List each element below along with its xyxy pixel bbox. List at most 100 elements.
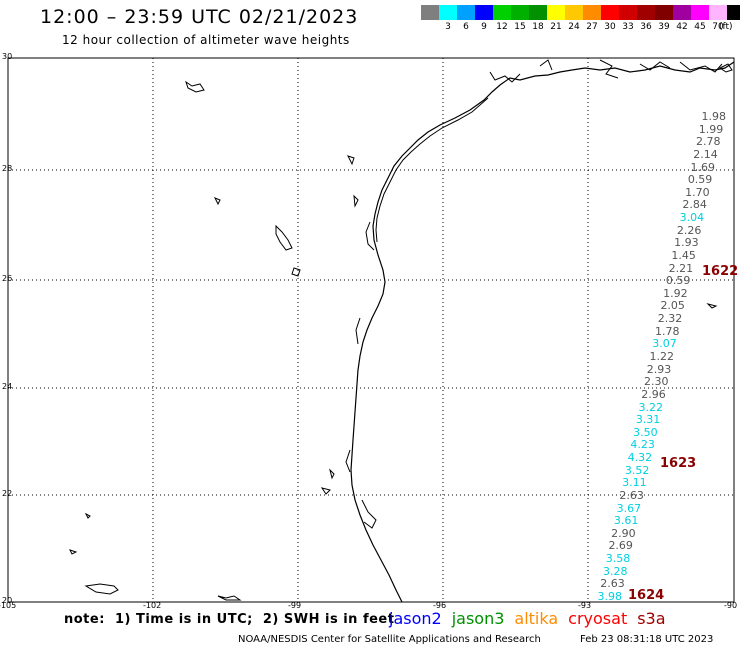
footer-timestamp: Feb 23 08:31:18 UTC 2023	[580, 634, 714, 645]
wave-height-value: 3.04	[679, 211, 705, 225]
longitude-label: -99	[288, 601, 302, 610]
wave-height-value: 2.30	[644, 375, 669, 389]
wave-height-value: 1.92	[663, 286, 688, 300]
wave-height-value: 1.69	[690, 160, 716, 174]
scale-label: 27	[586, 22, 598, 32]
wave-height-value: 2.63	[619, 488, 644, 502]
pass-label-1622: 1622	[702, 264, 739, 279]
scale-swatch	[457, 5, 475, 20]
wave-height-value: 2.78	[696, 135, 721, 149]
scale-label: 39	[658, 22, 670, 32]
wave-height-value: 2.05	[660, 299, 685, 313]
longitude-label: -102	[143, 601, 162, 610]
wave-height-value: 3.22	[638, 400, 664, 414]
satellite-legend-jason2: jason2	[389, 609, 442, 628]
scale-label: 45	[694, 22, 706, 32]
wave-height-value: 2.32	[657, 312, 683, 326]
longitude-label: -93	[578, 601, 592, 610]
latitude-label: 24	[2, 382, 13, 391]
color-scale-unit: (ft)	[719, 22, 733, 32]
inland-features	[69, 63, 733, 601]
pass-label-1623: 1623	[660, 456, 697, 471]
scale-swatch	[547, 5, 565, 20]
wave-height-value: 0.59	[665, 274, 691, 288]
scale-label: 12	[496, 22, 508, 32]
latitude-label: 26	[2, 274, 13, 283]
wave-height-value: 2.21	[668, 261, 694, 275]
scale-swatch	[619, 5, 637, 20]
wave-height-value: 3.52	[624, 463, 650, 477]
wave-height-value: 2.14	[693, 147, 718, 161]
coastline	[350, 61, 735, 603]
scale-swatch	[565, 5, 583, 20]
map-subtitle: 12 hour collection of altimeter wave hei…	[62, 33, 350, 47]
scale-swatch	[673, 5, 691, 20]
wave-height-value: 3.98	[597, 590, 623, 603]
latitude-label: 28	[2, 164, 13, 173]
wave-height-value: 1.98	[701, 110, 727, 123]
scale-swatch	[511, 5, 529, 20]
satellite-legend: jason2 jason3 altika cryosat s3a	[389, 609, 676, 628]
longitude-label: -96	[433, 601, 447, 610]
bay-detail	[489, 59, 723, 83]
wave-height-value: 2.84	[682, 198, 707, 212]
wave-height-value: 3.58	[605, 552, 631, 566]
color-scale	[421, 5, 740, 20]
scale-label: 24	[568, 22, 580, 32]
wave-height-value: 1.45	[671, 248, 696, 262]
scale-swatch	[439, 5, 457, 20]
scale-swatch	[529, 5, 547, 20]
scale-label: 15	[514, 22, 526, 32]
scale-label: 18	[532, 22, 544, 32]
wave-height-value: 0.59	[687, 173, 713, 187]
longitude-label: -105	[0, 601, 17, 610]
satellite-legend-cryosat: cryosat	[568, 609, 628, 628]
wave-height-value: 2.69	[608, 539, 633, 553]
scale-label: 30	[604, 22, 616, 32]
wave-height-value: 4.23	[630, 438, 655, 452]
scale-label: 9	[481, 22, 487, 32]
wave-height-value: 4.32	[627, 451, 653, 465]
scale-swatch	[475, 5, 493, 20]
wave-height-value: 1.99	[698, 122, 724, 136]
wave-height-value: 3.67	[616, 501, 642, 515]
scale-label: 42	[676, 22, 688, 32]
satellite-legend-s3a: s3a	[637, 609, 666, 628]
wave-height-value: 3.28	[602, 564, 628, 578]
scale-swatch	[709, 5, 727, 20]
latitude-label: 20	[2, 596, 13, 605]
satellite-legend-jason3: jason3	[451, 609, 505, 628]
wave-height-value: 3.31	[635, 413, 661, 427]
wave-height-value: 1.22	[649, 350, 675, 363]
color-scale-labels: 3 6 9 12 15 18 21 24 27 30 33 36 39 42 45 70	[421, 22, 740, 32]
wave-height-value: 2.26	[676, 223, 702, 237]
scale-swatch	[421, 5, 439, 20]
wave-height-value: 2.93	[646, 362, 672, 376]
satellite-legend-altika: altika	[514, 609, 559, 628]
wave-height-value: 3.07	[652, 337, 677, 351]
wave-height-value: 1.78	[654, 324, 680, 338]
latitude-label: 22	[2, 489, 13, 498]
barrier-island	[375, 97, 489, 243]
scale-swatch	[493, 5, 511, 20]
bay-outline	[345, 221, 377, 529]
longitude-label: -90	[724, 601, 738, 610]
scale-label: 3	[445, 22, 451, 32]
map-frame	[7, 57, 735, 603]
scale-label: 6	[463, 22, 469, 32]
latitude-label: 30	[2, 52, 13, 61]
map-title: 12:00 – 23:59 UTC 02/21/2023	[40, 6, 359, 28]
scale-label: 21	[550, 22, 562, 32]
pass-label-1624: 1624	[628, 588, 665, 603]
wave-height-value: 2.90	[611, 526, 636, 540]
scale-label: 33	[622, 22, 634, 32]
footer-note: note: 1) Time is in UTC; 2) SWH is in fe…	[64, 612, 395, 627]
scale-label: 36	[640, 22, 652, 32]
wave-height-value: 3.61	[613, 514, 639, 528]
wave-height-value: 3.11	[622, 476, 647, 490]
scale-swatch	[691, 5, 709, 20]
wave-height-value: 2.96	[641, 387, 666, 401]
grid-lines	[8, 58, 734, 602]
wave-height-value: 1.93	[674, 236, 699, 250]
